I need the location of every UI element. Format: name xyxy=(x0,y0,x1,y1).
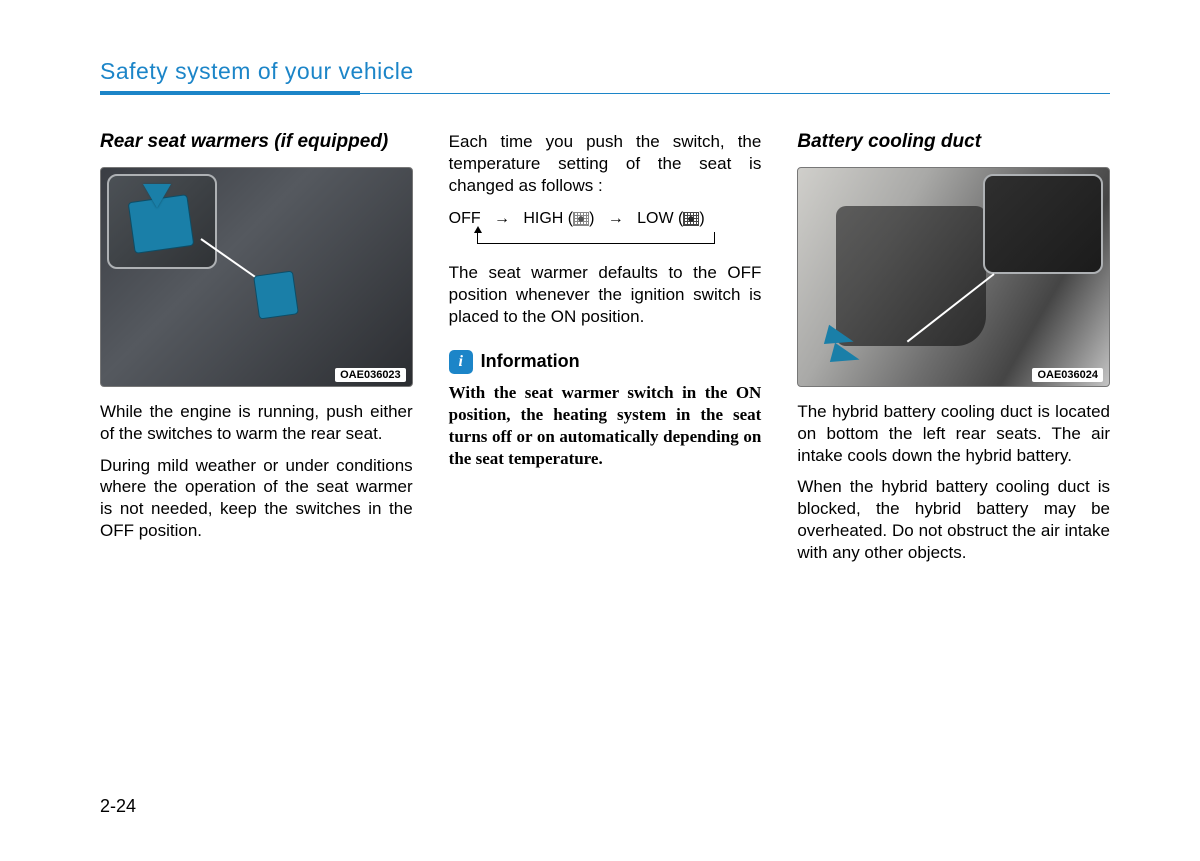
page-header-title: Safety system of your vehicle xyxy=(100,58,1110,85)
seat-warmer-button-small-icon xyxy=(253,270,299,319)
column-left: Rear seat warmers (if equipped) OAE03602… xyxy=(100,131,413,573)
paragraph: While the engine is running, push either… xyxy=(100,401,413,445)
indicator-high-icon xyxy=(573,212,589,226)
page-number: 2-24 xyxy=(100,796,136,817)
section-heading-battery-cooling-duct: Battery cooling duct xyxy=(797,131,1110,153)
figure-code-label: OAE036023 xyxy=(335,368,406,382)
rear-seat-shape-icon xyxy=(836,206,986,346)
paragraph: Each time you push the switch, the tempe… xyxy=(449,131,762,196)
seq-high-label: HIGH xyxy=(523,210,563,227)
paragraph: The seat warmer defaults to the OFF posi… xyxy=(449,262,762,327)
information-title: Information xyxy=(481,351,580,372)
indicator-low-icon xyxy=(683,212,699,226)
press-arrow-icon xyxy=(143,184,171,208)
figure-rear-seat-warmer-switch: OAE036023 xyxy=(100,167,413,387)
section-heading-rear-seat-warmers: Rear seat warmers (if equipped) xyxy=(100,131,413,153)
seq-low-label: LOW xyxy=(637,210,673,227)
information-badge-icon: i xyxy=(449,350,473,374)
info-badge-letter: i xyxy=(458,353,462,371)
header-rule xyxy=(100,91,1110,95)
sequence-loop-arrow-icon xyxy=(477,232,715,244)
figure-code-label: OAE036024 xyxy=(1032,368,1103,382)
paragraph: The hybrid battery cooling duct is locat… xyxy=(797,401,1110,466)
airflow-arrow-icon xyxy=(830,343,862,370)
column-middle: Each time you push the switch, the tempe… xyxy=(449,131,762,573)
information-text: With the seat warmer switch in the ON po… xyxy=(449,382,762,470)
column-right: Battery cooling duct OAE036024 The hybri… xyxy=(797,131,1110,573)
paragraph: During mild weather or under conditions … xyxy=(100,455,413,542)
figure-battery-cooling-duct: OAE036024 xyxy=(797,167,1110,387)
figure-inset-switch-closeup xyxy=(107,174,217,269)
seq-off-label: OFF xyxy=(449,210,481,227)
information-heading-row: i Information xyxy=(449,350,762,374)
paragraph: When the hybrid battery cooling duct is … xyxy=(797,476,1110,563)
temperature-sequence: OFF → HIGH () → LOW () xyxy=(449,210,762,228)
figure-inset-duct-closeup xyxy=(983,174,1103,274)
